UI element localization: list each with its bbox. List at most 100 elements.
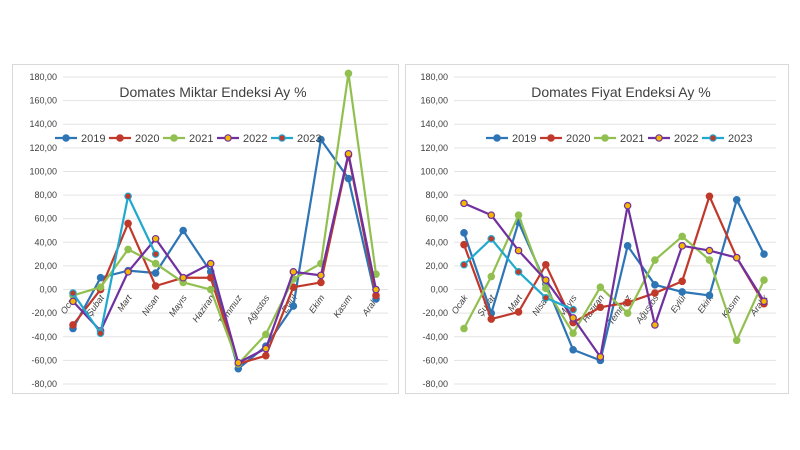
legend-marker-2020	[547, 134, 555, 142]
legend-label-2022: 2022	[674, 133, 698, 145]
legend-label-2023: 2023	[728, 133, 752, 145]
data-point-2023	[124, 192, 132, 201]
data-point-2020	[317, 278, 325, 287]
data-point-2022	[596, 353, 605, 361]
data-point-2020	[542, 260, 550, 269]
data-point-2021	[96, 283, 105, 291]
data-point-2020	[596, 303, 605, 312]
legend-marker-2022	[655, 134, 663, 142]
data-point-2021	[678, 232, 686, 241]
legend-label-2021: 2021	[620, 133, 644, 145]
series-line-2020	[72, 153, 378, 366]
y-tick-label: 60,00	[425, 214, 448, 224]
data-point-2020	[651, 289, 659, 297]
category-label: Ağustos	[244, 293, 272, 327]
series-line-2020	[462, 195, 765, 324]
category-label: Haziran	[190, 293, 216, 324]
chart-panel-miktar: -80,00 -60,00 -40,00 -20,00 0,00 20,00 40,00 60…	[12, 64, 399, 394]
data-point-2020	[460, 240, 468, 249]
data-point-2021	[514, 211, 523, 219]
data-point-2023	[542, 294, 550, 302]
data-point-2020	[678, 277, 686, 286]
y-tick-label: -80,00	[422, 379, 448, 389]
data-point-2019	[151, 269, 160, 277]
chart-panel-fiyat: -80,00 -60,00 -40,00 -20,00 0,00 20,00 40,00 60…	[405, 64, 789, 394]
series-line-2021	[72, 72, 378, 366]
data-point-2023	[569, 305, 577, 314]
data-point-2021	[596, 283, 605, 291]
data-point-2022	[623, 201, 632, 210]
legend-marker-2020	[116, 134, 124, 142]
data-point-2021	[651, 256, 659, 264]
data-point-2020	[124, 219, 132, 228]
data-point-2019	[96, 273, 105, 282]
data-point-2022	[206, 259, 215, 268]
series-line-2019	[72, 138, 378, 370]
data-point-2022	[760, 297, 768, 306]
chart-fiyat: -80,00 -60,00 -40,00 -20,00 0,00 20,00 40,00 60…	[420, 72, 776, 389]
data-point-2023	[151, 250, 160, 258]
data-point-2022	[372, 285, 380, 294]
series-line-2021	[463, 214, 766, 342]
y-tick-label: 100,00	[420, 166, 448, 176]
data-point-2022	[514, 246, 523, 255]
y-tick-label: 140,00	[29, 119, 57, 129]
y-tick-label: 180,00	[29, 72, 57, 82]
data-point-2023	[487, 234, 496, 243]
series-line-2019	[462, 198, 765, 362]
data-point-2020	[705, 192, 714, 201]
y-tick-label: 80,00	[425, 190, 448, 200]
data-point-2019	[732, 196, 741, 204]
data-point-2022	[317, 271, 325, 280]
y-tick-label: 100,00	[29, 166, 57, 176]
y-tick-label: 0,00	[39, 285, 57, 295]
y-tick-label: -60,00	[422, 355, 448, 365]
data-point-2022	[732, 253, 741, 262]
data-point-2020	[69, 321, 77, 329]
data-point-2022	[487, 211, 496, 219]
category-label: Mayıs	[167, 293, 189, 319]
data-point-2021	[460, 324, 468, 333]
data-point-2019	[760, 250, 768, 258]
y-tick-label: 140,00	[420, 119, 448, 129]
y-tick-label: -80,00	[31, 379, 57, 389]
data-point-2020	[151, 282, 160, 290]
category-label: Eylül	[668, 292, 688, 315]
data-point-2019	[460, 229, 468, 237]
data-point-2020	[262, 351, 270, 360]
data-point-2021	[487, 272, 496, 281]
data-point-2023	[96, 329, 105, 338]
data-point-2022	[705, 246, 714, 255]
data-point-2022	[262, 344, 270, 353]
data-point-2021	[760, 276, 768, 284]
data-point-2022	[542, 276, 550, 284]
y-tick-label: 20,00	[34, 261, 57, 271]
data-point-2019	[623, 242, 632, 250]
data-point-2022	[344, 149, 353, 158]
y-tick-label: 40,00	[425, 237, 448, 247]
y-tick-label: 160,00	[29, 96, 57, 106]
data-point-2021	[705, 256, 714, 264]
y-tick-label: -60,00	[31, 355, 57, 365]
legend-marker-2019	[493, 134, 501, 142]
data-point-2021	[206, 285, 215, 294]
data-point-2022	[234, 358, 243, 367]
data-point-2023	[514, 268, 523, 276]
legend-label-2023: 2023	[297, 133, 321, 145]
data-point-2022	[69, 297, 77, 306]
legend-label-2019: 2019	[512, 133, 536, 145]
data-point-2019	[651, 281, 659, 289]
category-label: Ekim	[307, 293, 327, 316]
chart-title: Domates Fiyat Endeksi Ay %	[531, 84, 710, 100]
data-point-2022	[289, 268, 298, 276]
data-point-2022	[651, 321, 659, 329]
series-line-2022	[463, 202, 765, 358]
data-point-2022	[678, 242, 686, 250]
data-point-2020	[514, 308, 523, 316]
legend-marker-2019	[62, 134, 70, 142]
data-point-2019	[344, 174, 353, 183]
data-point-2022	[460, 199, 468, 208]
data-point-2022	[569, 314, 577, 322]
y-tick-label: -40,00	[31, 332, 57, 342]
chart-miktar: -80,00 -60,00 -40,00 -20,00 0,00 20,00 40,00 60…	[29, 69, 388, 389]
